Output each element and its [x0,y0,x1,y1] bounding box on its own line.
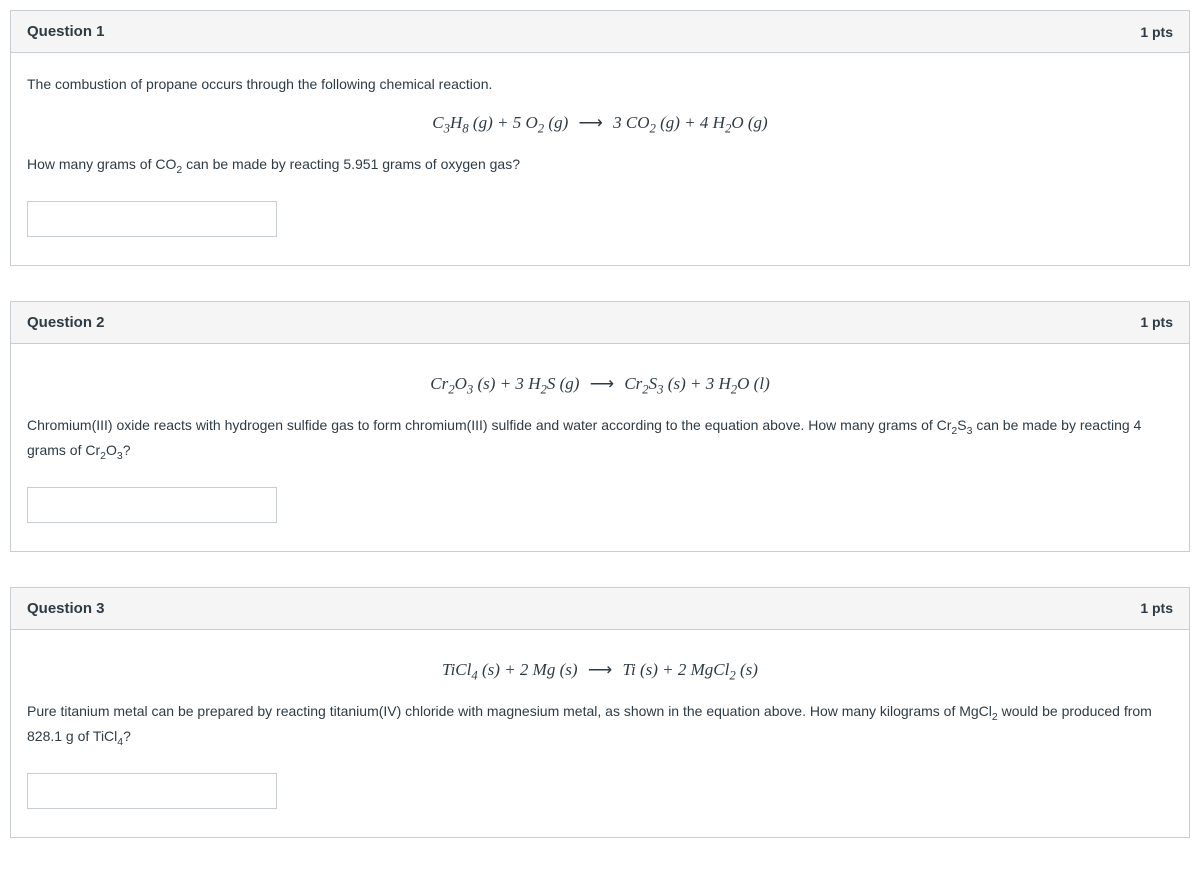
answer-input[interactable] [27,773,277,809]
question-header: Question 3 1 pts [11,588,1189,630]
answer-input[interactable] [27,201,277,237]
question-body: The combustion of propane occurs through… [11,53,1189,265]
question-points: 1 pts [1140,24,1173,40]
chemical-equation: C3H8 (g) + 5 O2 (g) ⟶ 3 CO2 (g) + 4 H2O … [27,109,1173,139]
question-card-3: Question 3 1 pts TiCl4 (s) + 2 Mg (s) ⟶ … [10,587,1190,838]
question-points: 1 pts [1140,600,1173,616]
question-points: 1 pts [1140,314,1173,330]
question-body: Cr2O3 (s) + 3 H2S (g) ⟶ Cr2S3 (s) + 3 H2… [11,344,1189,551]
question-intro: The combustion of propane occurs through… [27,73,1173,95]
chemical-equation: TiCl4 (s) + 2 Mg (s) ⟶ Ti (s) + 2 MgCl2 … [27,656,1173,686]
question-header: Question 2 1 pts [11,302,1189,344]
question-prompt: Pure titanium metal can be prepared by r… [27,700,1173,751]
question-title: Question 2 [27,314,105,331]
question-title: Question 1 [27,23,105,40]
question-header: Question 1 1 pts [11,11,1189,53]
question-prompt: How many grams of CO2 can be made by rea… [27,153,1173,179]
chemical-equation: Cr2O3 (s) + 3 H2S (g) ⟶ Cr2S3 (s) + 3 H2… [27,370,1173,400]
question-card-2: Question 2 1 pts Cr2O3 (s) + 3 H2S (g) ⟶… [10,301,1190,552]
question-card-1: Question 1 1 pts The combustion of propa… [10,10,1190,266]
question-title: Question 3 [27,600,105,617]
answer-input[interactable] [27,487,277,523]
question-body: TiCl4 (s) + 2 Mg (s) ⟶ Ti (s) + 2 MgCl2 … [11,630,1189,837]
question-prompt: Chromium(III) oxide reacts with hydrogen… [27,414,1173,465]
